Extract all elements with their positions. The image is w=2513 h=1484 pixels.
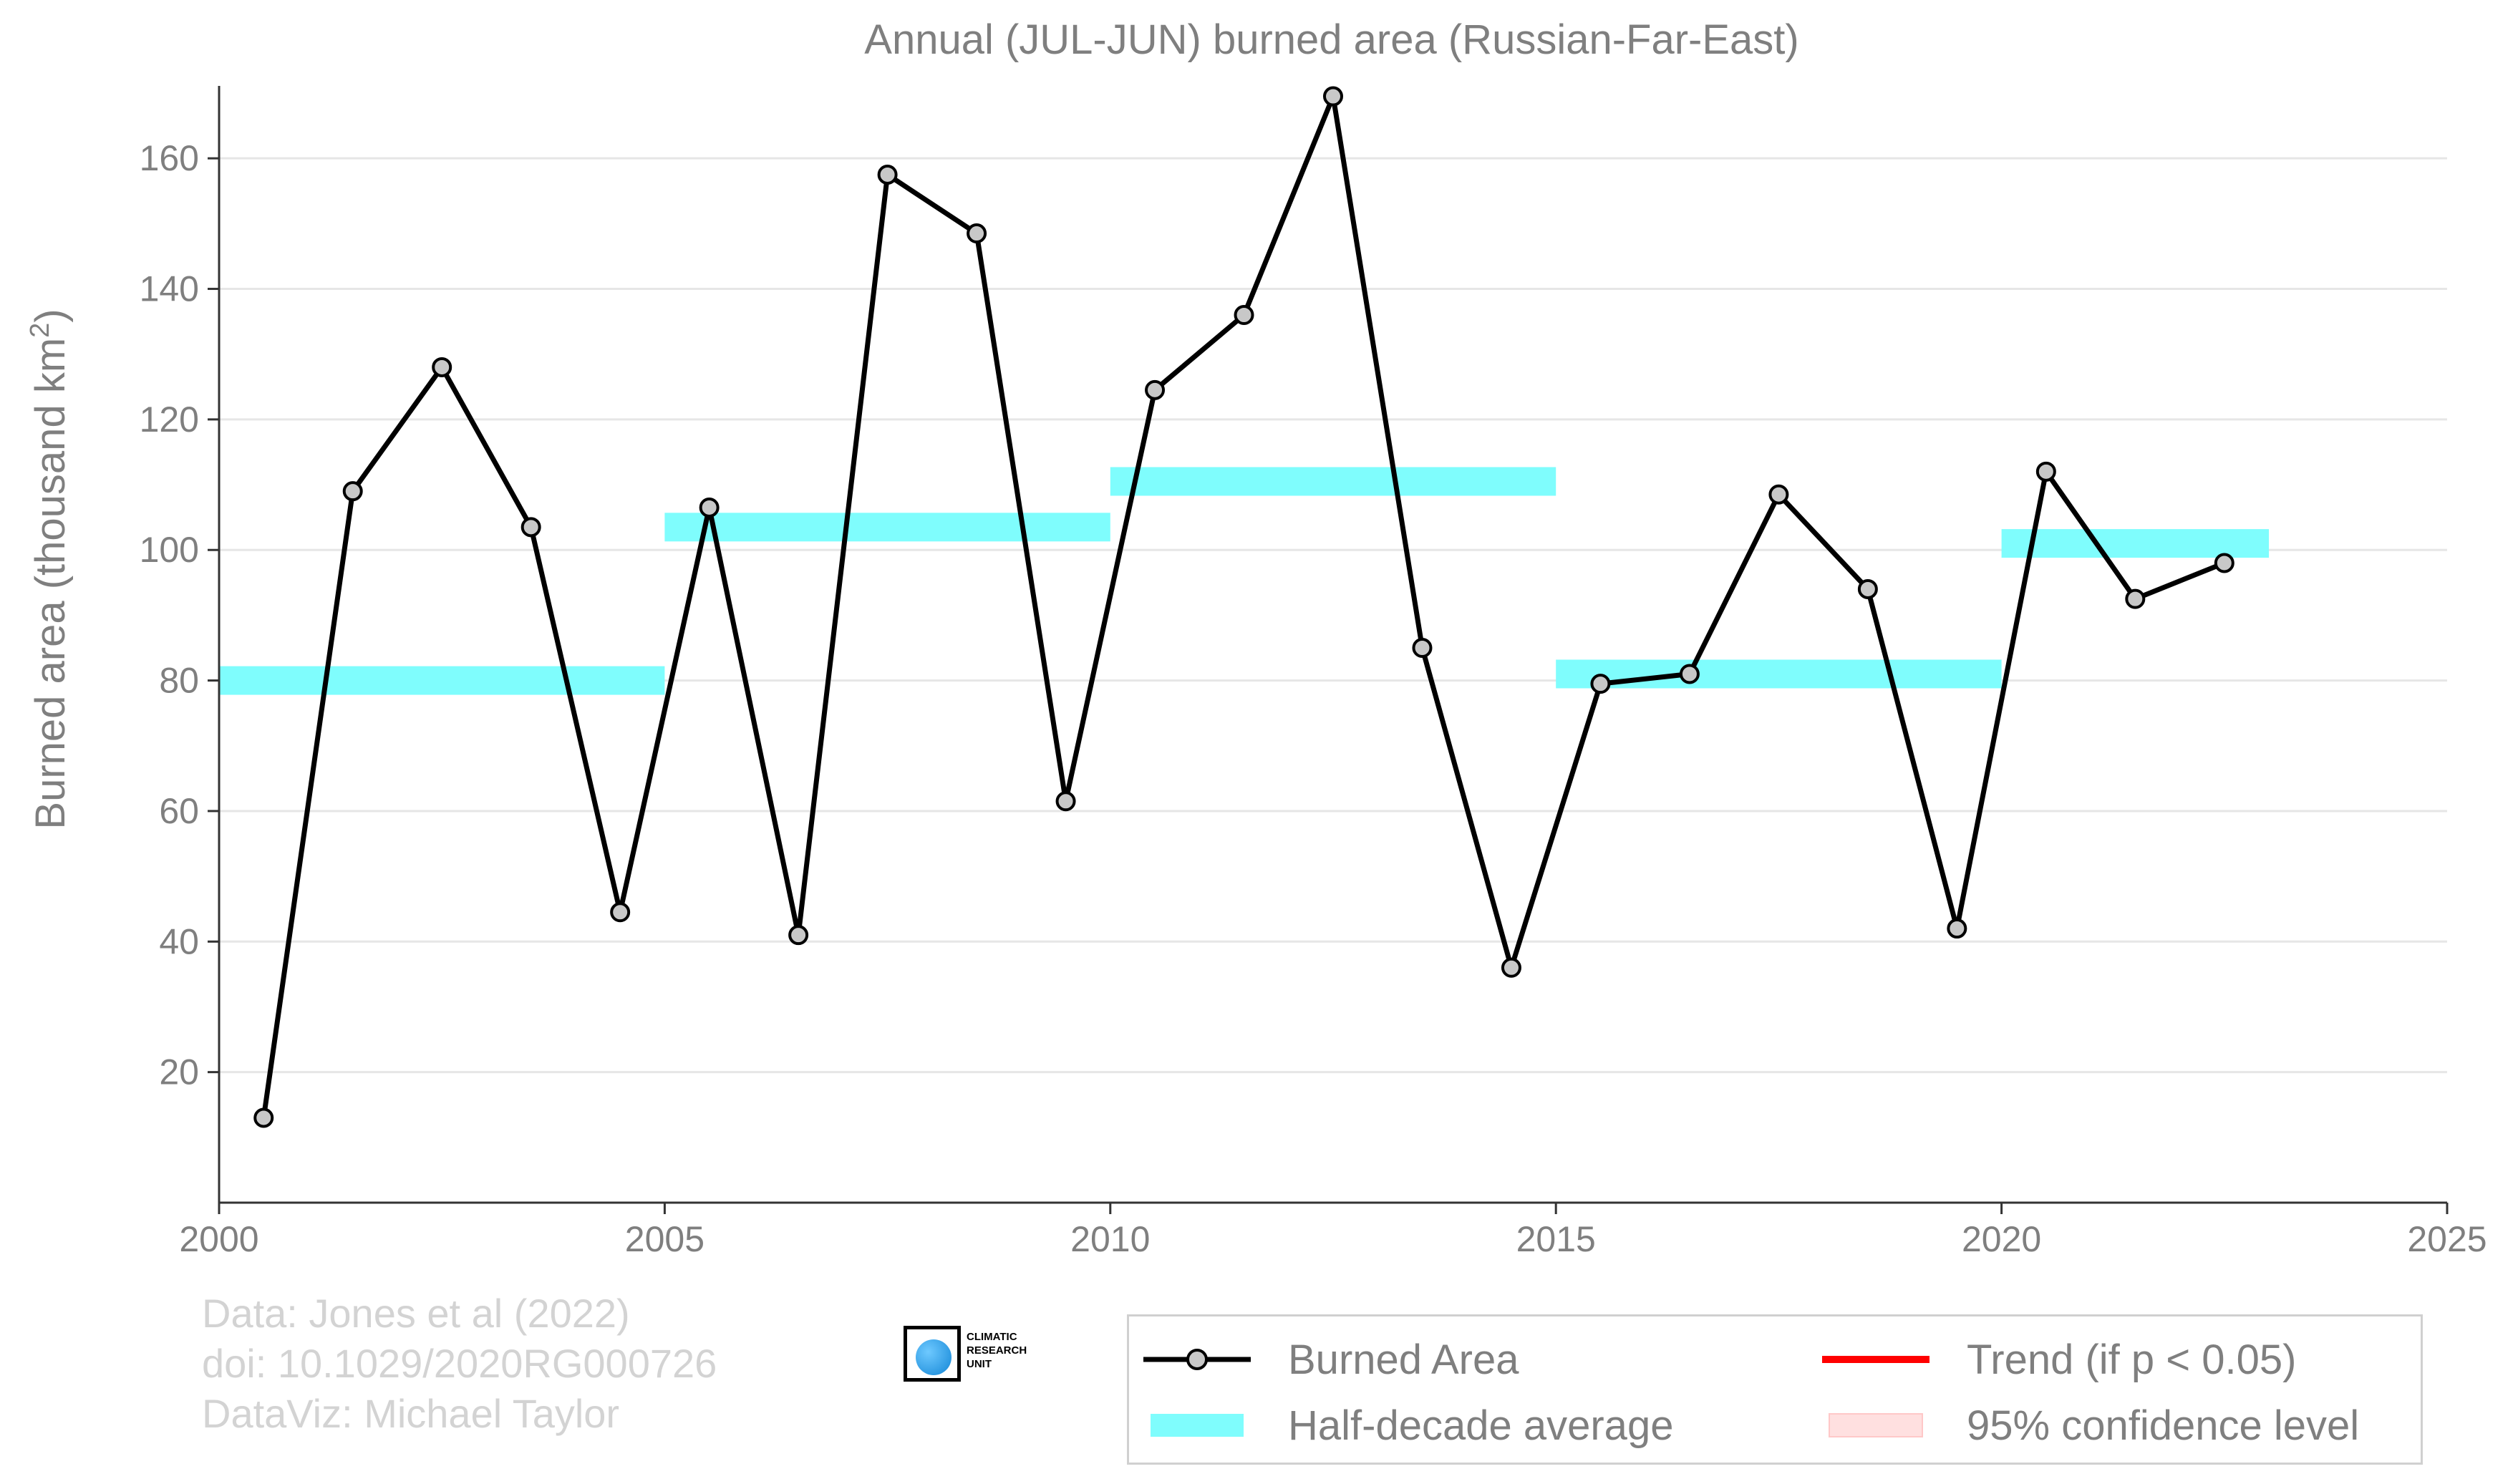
data-point-2008.5 [967, 223, 987, 244]
half-decade-band-2 [1110, 467, 1556, 496]
data-point-2018.5 [1857, 578, 1878, 599]
data-point-2000.5 [253, 1107, 274, 1128]
half-decade-bands [219, 467, 2270, 695]
series-line-0 [261, 94, 2226, 1118]
cru-logo-text: CLIMATIC RESEARCH UNIT [967, 1330, 1027, 1371]
legend-label-trend: Trend (if p < 0.05) [1967, 1336, 2297, 1383]
cru-logo-line2: RESEARCH [967, 1344, 1027, 1357]
legend-swatch-confidence [1829, 1413, 1923, 1437]
y-tick-label-160: 160 [140, 138, 199, 178]
legend-swatch-burned-area [1143, 1349, 1251, 1370]
data-point-2013.5 [1412, 638, 1433, 658]
y-tick-label-80: 80 [159, 661, 199, 701]
cru-logo-box [904, 1326, 961, 1382]
data-point-2016.5 [1679, 664, 1700, 684]
y-tick-label-100: 100 [140, 530, 199, 570]
data-point-2020.5 [2035, 461, 2056, 482]
y-tick-label-20: 20 [159, 1052, 199, 1092]
data-point-2005.5 [699, 497, 720, 518]
credit-doi: doi: 10.1029/2020RG000726 [202, 1341, 717, 1386]
data-point-2010.5 [1145, 379, 1166, 400]
data-point-2001.5 [342, 481, 363, 502]
data-point-2014.5 [1501, 957, 1521, 978]
data-point-2012.5 [1323, 86, 1343, 107]
legend-label-half-decade: Half-decade average [1288, 1402, 1674, 1449]
y-axis-label-close: ) [27, 309, 74, 322]
half-decade-band-3 [1556, 659, 2002, 689]
y-tick-label-140: 140 [140, 269, 199, 309]
x-tick-label-2000: 2000 [179, 1219, 258, 1259]
data-point-2006.5 [788, 925, 809, 946]
y-tick-label-120: 120 [140, 399, 199, 440]
data-point-2003.5 [520, 517, 541, 538]
legend-item-burned-area: Burned Area [1143, 1331, 1519, 1388]
chart-title: Annual (JUL-JUN) burned area (Russian-Fa… [864, 16, 1798, 63]
data-point-2021.5 [2125, 588, 2146, 609]
x-tick-label-2005: 2005 [625, 1219, 704, 1259]
y-axis-label: Burned area (thousand km2) [25, 309, 74, 829]
legend-item-confidence: 95% confidence level [1822, 1397, 2359, 1454]
data-point-2019.5 [1947, 918, 1967, 939]
legend-label-burned-area: Burned Area [1288, 1336, 1519, 1383]
x-tick-label-2010: 2010 [1070, 1219, 1150, 1259]
data-point-2022.5 [2214, 553, 2234, 573]
legend-item-trend: Trend (if p < 0.05) [1822, 1331, 2296, 1388]
data-point-2007.5 [877, 164, 898, 185]
data-point-2015.5 [1590, 674, 1611, 694]
cru-logo: CLIMATIC RESEARCH UNIT [904, 1326, 1047, 1390]
burned-area-series [253, 86, 2234, 1128]
chart-legend: Burned Area Trend (if p < 0.05) Half-dec… [1127, 1314, 2423, 1465]
y-tick-label-60: 60 [159, 791, 199, 831]
y-tick-label-40: 40 [159, 921, 199, 961]
half-decade-band-4 [2001, 529, 2270, 558]
y-axis-label-superscript: 2 [25, 323, 55, 338]
data-point-2011.5 [1234, 305, 1254, 325]
data-point-2002.5 [432, 357, 452, 377]
half-decade-band-1 [664, 513, 1110, 542]
y-axis-label-text: Burned area (thousand km [27, 338, 74, 830]
data-point-2004.5 [610, 902, 631, 923]
axes: 20 40 60 80 100 120 140 160 2000 2005 2010 2015 2020… [140, 86, 2487, 1259]
legend-item-half-decade: Half-decade average [1143, 1397, 1673, 1454]
legend-swatch-half-decade [1151, 1414, 1244, 1437]
credit-dataviz: DataViz: Michael Taylor [202, 1391, 620, 1436]
legend-swatch-trend [1822, 1356, 1929, 1363]
x-tick-label-2015: 2015 [1516, 1219, 1596, 1259]
credit-data-source: Data: Jones et al (2022) [202, 1291, 630, 1336]
x-tick-label-2025: 2025 [2407, 1219, 2487, 1259]
cru-logo-line1: CLIMATIC [967, 1331, 1017, 1343]
cru-logo-line3: UNIT [967, 1358, 992, 1370]
half-decade-band-0 [219, 666, 665, 695]
data-point-2017.5 [1768, 484, 1789, 505]
globe-icon [916, 1339, 952, 1375]
x-tick-label-2020: 2020 [1962, 1219, 2041, 1259]
data-point-2009.5 [1055, 791, 1076, 812]
legend-label-confidence: 95% confidence level [1967, 1402, 2360, 1449]
